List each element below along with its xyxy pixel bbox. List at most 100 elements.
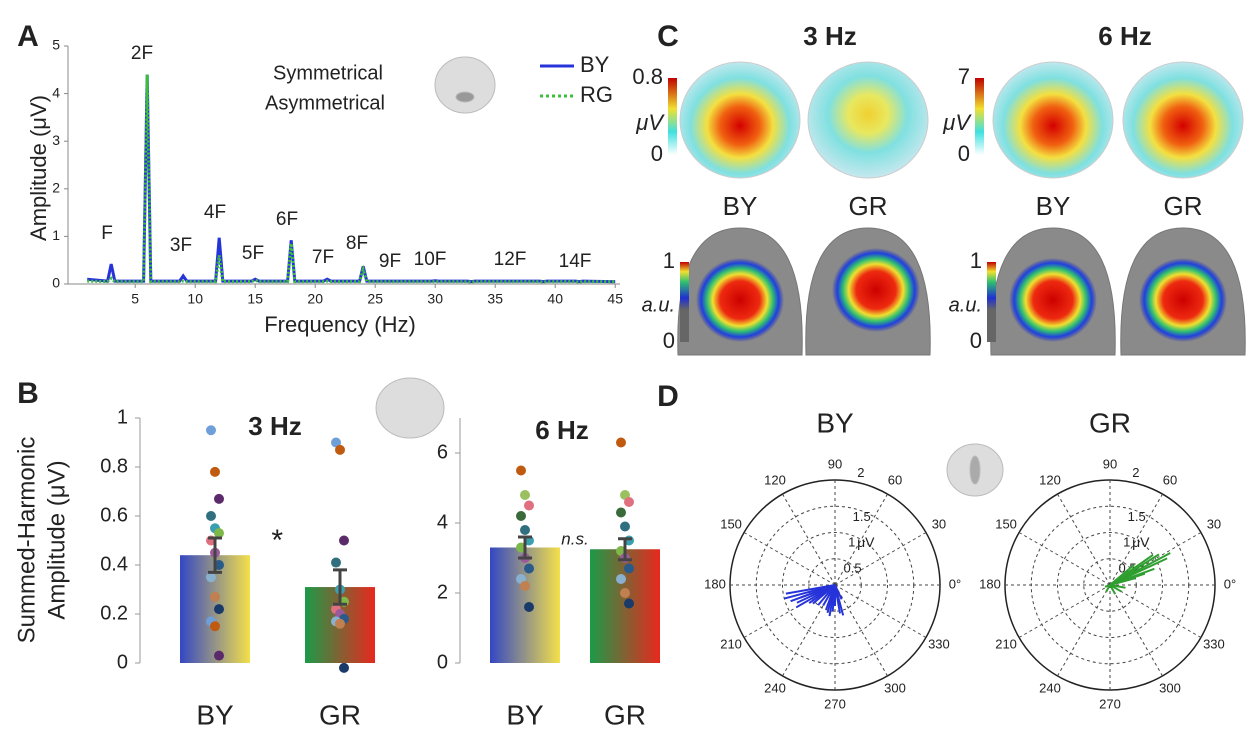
angle-tick-label: 30 — [932, 516, 946, 531]
data-point — [620, 588, 630, 598]
colorbar-tick-label: 1 — [970, 248, 982, 273]
data-point — [524, 564, 534, 574]
data-point — [520, 525, 530, 535]
y-axis-title: Amplitude (μV) — [43, 460, 70, 619]
x-tick-label: GR — [319, 699, 361, 730]
annotation: n.s. — [561, 529, 588, 548]
harmonic-label: 4F — [204, 202, 226, 223]
r-tick-label: 2 — [1132, 465, 1139, 480]
scalp-icon — [376, 378, 444, 438]
data-point — [214, 651, 224, 661]
x-tick-label: 35 — [487, 291, 503, 307]
panel-label: B — [17, 377, 39, 410]
harmonic-label: 5F — [242, 243, 264, 264]
colorbar-tick-label: 0 — [663, 328, 675, 353]
topomap-normalized — [832, 248, 920, 332]
harmonic-label: 2F — [131, 43, 153, 64]
x-tick-label: GR — [604, 699, 646, 730]
y-tick-label: 0.8 — [100, 455, 128, 477]
angle-tick-label: 150 — [995, 516, 1017, 531]
y-tick-label: 0 — [117, 651, 128, 673]
y-tick-label: 0.2 — [100, 602, 128, 624]
y-tick-label: 5 — [52, 37, 60, 53]
grid-spoke — [783, 494, 836, 585]
topomap-normalized — [696, 258, 784, 342]
x-tick-label: BY — [196, 699, 234, 730]
figure: ABCD01234551015202530354045Frequency (Hz… — [0, 0, 1252, 732]
data-point — [624, 497, 634, 507]
data-point — [210, 467, 220, 477]
x-tick-label: 25 — [367, 291, 383, 307]
harmonic-label: 7F — [312, 247, 334, 268]
harmonic-label: 14F — [559, 251, 592, 272]
colorbar — [668, 78, 677, 155]
angle-tick-label: 300 — [884, 680, 906, 695]
data-point — [520, 490, 530, 500]
angle-tick-label: 270 — [1099, 696, 1121, 711]
data-point — [524, 501, 534, 511]
angle-tick-label: 240 — [1039, 680, 1061, 695]
data-point — [624, 564, 634, 574]
x-tick-label: 45 — [607, 291, 623, 307]
data-point — [516, 466, 526, 476]
angle-tick-label: 90 — [828, 456, 842, 471]
grid-spoke — [835, 585, 926, 638]
panel-label: D — [657, 380, 679, 413]
y-tick-label: 0.4 — [100, 553, 128, 575]
topomap-title: 6 Hz — [1098, 21, 1151, 51]
harmonic-label: 12F — [494, 249, 527, 270]
angle-tick-label: 30 — [1207, 516, 1221, 531]
colorbar-unit: a.u. — [949, 294, 982, 316]
angle-tick-label: 300 — [1159, 680, 1181, 695]
harmonic-label: 6F — [276, 209, 298, 230]
angle-tick-label: 330 — [928, 636, 950, 651]
page: ABCD01234551015202530354045Frequency (Hz… — [0, 0, 1252, 732]
data-point — [620, 522, 630, 532]
r-tick-label: 1.5 — [1128, 509, 1146, 524]
harmonic-label: F — [101, 223, 113, 244]
x-tick-label: 15 — [247, 291, 263, 307]
data-point — [624, 599, 634, 609]
data-point — [335, 445, 345, 455]
grid-spoke — [1058, 494, 1111, 585]
angle-tick-label: 0° — [949, 576, 961, 591]
chart-title: GR — [1089, 407, 1131, 438]
colorbar — [975, 78, 984, 155]
condition-label: BY — [723, 191, 758, 221]
data-point — [214, 494, 224, 504]
angle-tick-label: 120 — [764, 473, 786, 488]
data-point — [339, 663, 349, 673]
harmonic-label: 9F — [379, 251, 401, 272]
data-point — [210, 621, 220, 631]
topomap-title: 3 Hz — [803, 21, 856, 51]
topomap-amplitude — [993, 62, 1113, 178]
data-point — [524, 602, 534, 612]
r-tick-label: 1.5 — [853, 509, 871, 524]
colorbar-unit: μV — [635, 110, 665, 135]
data-point — [210, 592, 220, 602]
y-tick-label: 2 — [437, 581, 448, 603]
angle-tick-label: 60 — [1163, 473, 1177, 488]
legend-label: RG — [580, 82, 613, 107]
y-tick-label: 1 — [52, 227, 60, 243]
r-tick-label: 1 — [1123, 535, 1130, 550]
angle-tick-label: 0° — [1224, 576, 1236, 591]
r-tick-label: 0.5 — [844, 561, 862, 576]
y-axis-title: Summed-Harmonic — [13, 437, 40, 644]
angle-tick-label: 180 — [704, 576, 726, 591]
data-point — [206, 511, 216, 521]
colorbar-unit: μV — [942, 110, 972, 135]
y-tick-label: 4 — [437, 511, 448, 533]
topomap-normalized — [1139, 258, 1227, 342]
x-tick-label: 20 — [307, 291, 323, 307]
data-point — [206, 425, 216, 435]
topomap-amplitude — [680, 62, 800, 178]
x-tick-label: 30 — [427, 291, 443, 307]
colorbar-unit: a.u. — [642, 294, 675, 316]
r-tick-label: 2 — [857, 465, 864, 480]
colorbar-tick-label: 7 — [958, 64, 970, 89]
grid-spoke — [1019, 585, 1110, 638]
y-tick-label: 0 — [52, 275, 60, 291]
angle-tick-label: 120 — [1039, 473, 1061, 488]
chart-title: 6 Hz — [535, 415, 588, 445]
